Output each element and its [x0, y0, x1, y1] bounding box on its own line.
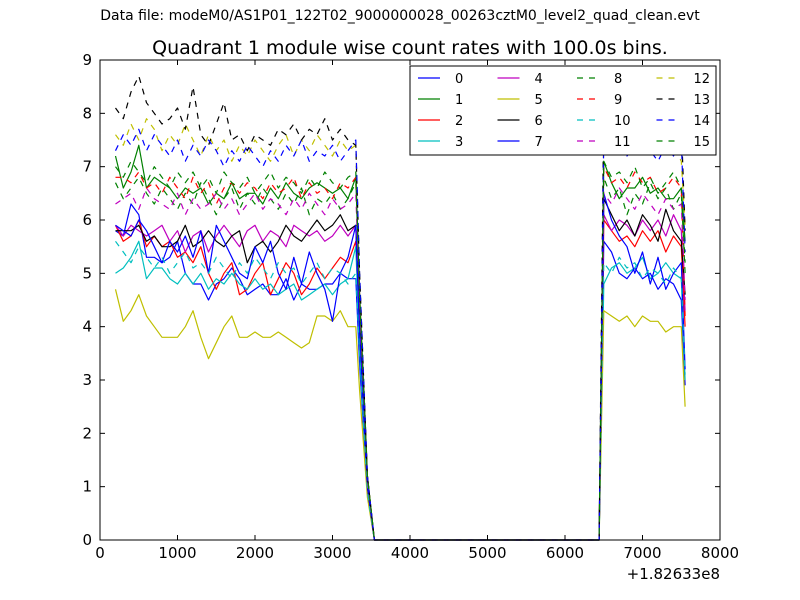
series-line-9: [115, 166, 686, 541]
y-tick-label: 1: [82, 478, 92, 496]
legend-label-8: 8: [614, 72, 622, 87]
x-tick-label: 4000: [391, 544, 429, 562]
legend-label-4: 4: [535, 72, 543, 87]
figure-suptitle: Data file: modeM0/AS1P01_122T02_90000000…: [100, 8, 700, 24]
legend-label-14: 14: [694, 114, 711, 129]
legend-box: [409, 65, 717, 156]
legend-label-15: 15: [694, 135, 711, 150]
y-tick-label: 9: [82, 51, 92, 69]
series-line-10: [115, 240, 686, 541]
x-tick-label: 8000: [701, 544, 739, 562]
chart-title: Quadrant 1 module wise count rates with …: [152, 37, 668, 59]
legend-label-1: 1: [455, 93, 463, 108]
series-line-11: [115, 187, 686, 541]
series-line-2: [114, 219, 686, 541]
y-tick-label: 2: [82, 424, 92, 442]
legend-label-12: 12: [694, 72, 711, 87]
legend-label-7: 7: [535, 135, 543, 150]
x-offset-label: +1.82633e8: [627, 565, 720, 583]
x-tick-label: 3000: [313, 544, 351, 562]
y-tick-label: 4: [82, 318, 92, 336]
x-tick-label: 0: [95, 544, 105, 562]
series-line-6: [115, 198, 686, 541]
y-tick-label: 8: [82, 104, 92, 122]
series-line-8: [114, 176, 686, 541]
legend-label-13: 13: [694, 93, 711, 108]
series-line-5: [114, 289, 686, 541]
legend-label-5: 5: [535, 93, 543, 108]
y-tick-label: 5: [82, 264, 92, 282]
x-tick-label: 7000: [623, 544, 661, 562]
y-tick-label: 7: [82, 158, 92, 176]
y-tick-label: 0: [82, 531, 92, 549]
x-tick-label: 6000: [546, 544, 584, 562]
legend-label-9: 9: [614, 93, 622, 108]
legend-label-11: 11: [614, 135, 631, 150]
legend-label-3: 3: [455, 135, 463, 150]
y-tick-label: 3: [82, 371, 92, 389]
series-line-7: [115, 192, 686, 541]
y-tick-label: 6: [82, 211, 92, 229]
series-line-3: [115, 240, 686, 541]
x-tick-label: 2000: [236, 544, 274, 562]
legend-label-2: 2: [455, 114, 463, 129]
legend-label-6: 6: [535, 114, 543, 129]
legend-label-10: 10: [614, 114, 631, 129]
series-line-4: [115, 214, 686, 541]
series-line-15: [115, 160, 686, 541]
axis-ticks: 0 1000 2000 3000 4000 5000 6000 7000 80000123456…: [82, 51, 739, 562]
x-tick-label: 5000: [468, 544, 506, 562]
legend-label-0: 0: [455, 72, 463, 87]
series-line-14: [114, 128, 686, 541]
x-tick-label: 1000: [158, 544, 196, 562]
